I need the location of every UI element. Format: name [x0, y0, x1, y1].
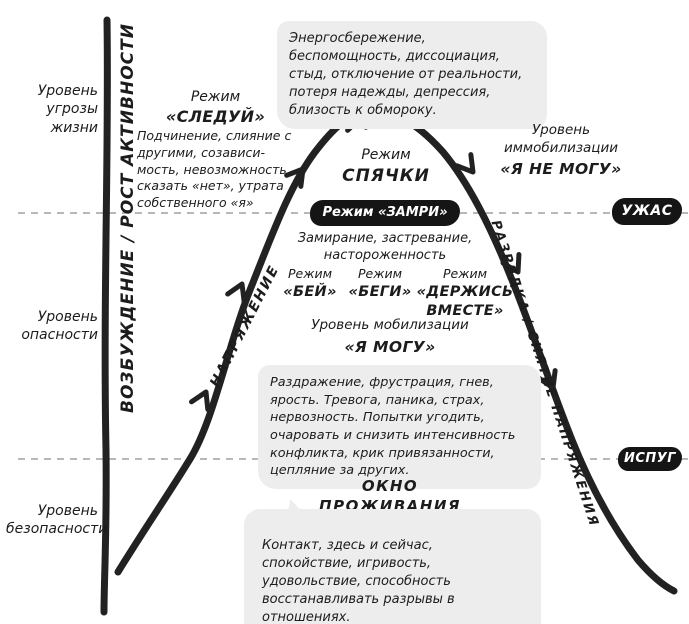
mode-hibernation-name: СПЯЧКИ: [342, 166, 430, 187]
immobilization-level-name: «Я НЕ МОГУ»: [500, 160, 622, 179]
mode-hold-together-name: «ДЕРЖИСЬ ВМЕСТЕ»: [416, 284, 514, 320]
mobilization-symptoms-bubble: Раздражение, фрустрация, гнев, ярость. Т…: [258, 365, 541, 489]
level-danger-label: Уровень опасности: [21, 309, 98, 344]
mode-follow-description: Подчинение, слияние с другими, созависи-…: [137, 128, 292, 210]
mobilization-level-prefix: Уровень мобилизации: [311, 317, 469, 333]
safety-state-bubble: Контакт, здесь и сейчас, спокойствие, иг…: [244, 509, 541, 624]
arrowhead-up-icon: [189, 389, 211, 412]
level-life-threat-label: Уровень угрозы жизни: [37, 83, 98, 136]
arrowhead-down-icon: [454, 152, 476, 175]
mode-fight: Режим «БЕЙ»: [276, 266, 344, 302]
y-axis-line: [100, 16, 111, 616]
mode-hold-together-prefix: Режим: [442, 266, 488, 281]
arrowhead-up-icon: [225, 281, 247, 304]
mode-flight: Режим «БЕГИ»: [345, 266, 415, 302]
mode-hibernation-prefix: Режим: [361, 147, 411, 163]
immobilization-level-prefix: Уровень иммобилизации: [503, 122, 619, 156]
freeze-mode-pill: Режим «ЗАМРИ»: [310, 200, 460, 226]
arrowhead-down-icon: [500, 252, 522, 275]
mode-flight-prefix: Режим: [357, 266, 403, 281]
mode-follow-prefix: Режим: [190, 89, 241, 105]
immobilization-level: Уровень иммобилизации «Я НЕ МОГУ»: [495, 122, 627, 179]
mode-hibernation: Режим СПЯЧКИ: [330, 146, 442, 187]
immobilization-symptoms-bubble: Энергосбережение, беспомощность, диссоци…: [277, 21, 547, 129]
fright-pill: ИСПУГ: [618, 447, 682, 471]
y-axis-label: ВОЗБУЖДЕНИЕ / РОСТ АКТИВНОСТИ: [118, 23, 138, 413]
level-safety-label: Уровень безопасности: [6, 503, 108, 538]
mode-follow-name: «СЛЕДУЙ»: [165, 107, 266, 127]
mobilization-level: Уровень мобилизации «Я МОГУ»: [295, 317, 485, 357]
mobilization-level-name: «Я МОГУ»: [344, 337, 436, 356]
freeze-mode-description: Замирание, застревание, настороженность: [297, 231, 473, 263]
mode-flight-name: «БЕГИ»: [348, 284, 412, 301]
mode-fight-name: «БЕЙ»: [283, 284, 337, 301]
mode-fight-prefix: Режим: [287, 266, 333, 281]
mode-hold-together: Режим «ДЕРЖИСЬ ВМЕСТЕ»: [414, 266, 516, 321]
arrowhead-down-icon: [536, 368, 558, 391]
mode-follow: Режим «СЛЕДУЙ»: [148, 88, 283, 128]
horror-pill: УЖАС: [612, 198, 682, 225]
arrowhead-up-icon: [284, 166, 306, 189]
